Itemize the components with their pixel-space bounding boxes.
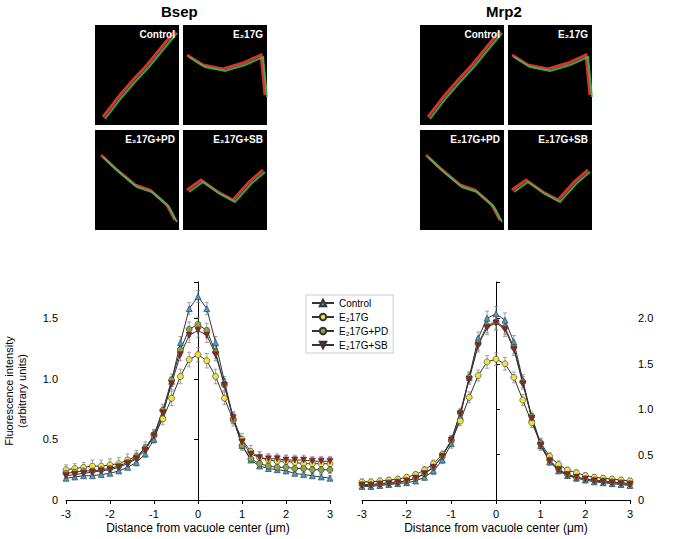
svg-text:E₂17G: E₂17G: [339, 312, 369, 323]
svg-text:-2: -2: [402, 508, 412, 520]
svg-text:1: 1: [239, 508, 245, 520]
svg-text:1.0: 1.0: [43, 373, 58, 385]
svg-text:0.5: 0.5: [43, 433, 58, 445]
svg-text:1.5: 1.5: [43, 312, 58, 324]
svg-text:2.0: 2.0: [638, 312, 653, 324]
svg-text:2: 2: [582, 508, 588, 520]
svg-text:Mrp2: Mrp2: [486, 3, 522, 20]
svg-text:1: 1: [538, 508, 544, 520]
svg-text:-1: -1: [446, 508, 456, 520]
svg-text:0.5: 0.5: [638, 449, 653, 461]
svg-text:Distance from vacuole center (: Distance from vacuole center (μm): [106, 521, 290, 535]
svg-text:1.5: 1.5: [638, 358, 653, 370]
svg-text:0: 0: [195, 508, 201, 520]
svg-text:Bsep: Bsep: [161, 3, 198, 20]
svg-text:3: 3: [627, 508, 633, 520]
svg-text:0: 0: [493, 508, 499, 520]
svg-text:E₂17G+SB: E₂17G+SB: [339, 340, 388, 351]
svg-text:Control: Control: [139, 29, 175, 40]
svg-text:E₂17G+PD: E₂17G+PD: [125, 134, 175, 145]
svg-text:Distance from vacuole center (: Distance from vacuole center (μm): [404, 521, 588, 535]
svg-text:3: 3: [327, 508, 333, 520]
svg-text:E₂17G+SB: E₂17G+SB: [213, 134, 263, 145]
svg-text:E₂17G+PD: E₂17G+PD: [450, 134, 500, 145]
svg-text:-3: -3: [61, 508, 71, 520]
svg-text:-1: -1: [149, 508, 159, 520]
svg-text:-3: -3: [357, 508, 367, 520]
svg-text:0: 0: [52, 494, 58, 506]
svg-text:Fluorescence intensity: Fluorescence intensity: [3, 336, 15, 446]
svg-text:E₂17G: E₂17G: [233, 29, 263, 40]
svg-text:E₂17G+PD: E₂17G+PD: [339, 326, 388, 337]
svg-text:Control: Control: [339, 298, 371, 309]
svg-text:Control: Control: [464, 29, 500, 40]
svg-text:2: 2: [283, 508, 289, 520]
svg-text:E₂17G: E₂17G: [558, 29, 588, 40]
svg-text:0: 0: [638, 494, 644, 506]
svg-text:E₂17G+SB: E₂17G+SB: [538, 134, 588, 145]
svg-text:(arbitrary units): (arbitrary units): [16, 354, 28, 428]
svg-text:1.0: 1.0: [638, 403, 653, 415]
svg-text:-2: -2: [105, 508, 115, 520]
